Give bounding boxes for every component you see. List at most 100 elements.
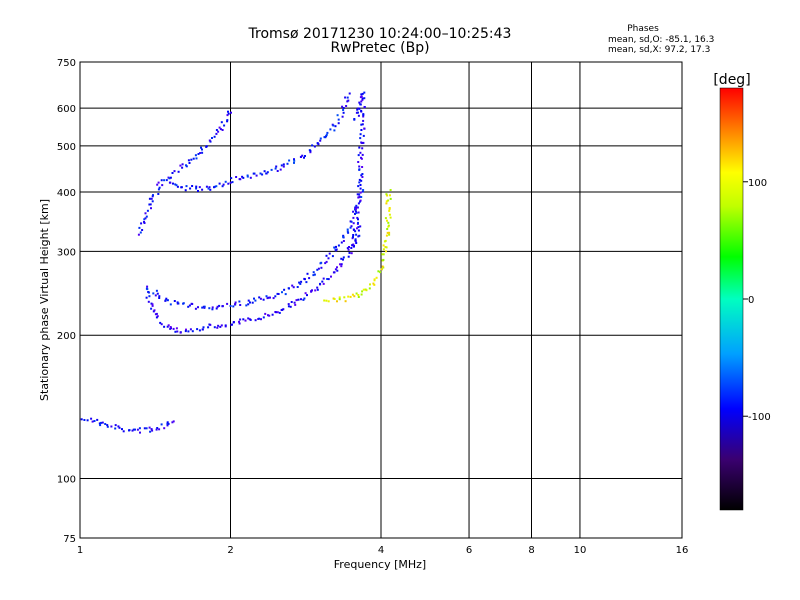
x-tick-label: 1	[77, 545, 83, 556]
echo-point	[312, 271, 315, 274]
echo-point	[323, 136, 326, 139]
echo-point	[309, 149, 312, 152]
echo-point	[288, 159, 291, 162]
echo-point	[145, 215, 148, 218]
echo-point	[83, 419, 86, 421]
echo-point	[296, 286, 299, 288]
echo-point	[146, 285, 149, 288]
echo-point	[247, 299, 250, 302]
echo-point	[181, 166, 184, 169]
echo-point	[340, 263, 343, 266]
echo-point	[164, 299, 167, 302]
echo-point	[169, 176, 172, 179]
echo-point	[347, 248, 350, 251]
echo-point	[189, 187, 192, 190]
echo-point	[345, 105, 348, 107]
echo-point	[387, 225, 390, 228]
echo-point	[170, 327, 172, 330]
echo-point	[350, 225, 353, 228]
echo-point	[292, 286, 295, 289]
echo-point	[352, 222, 355, 225]
echo-point	[211, 306, 214, 309]
echo-point	[104, 423, 107, 425]
echo-point	[213, 326, 216, 329]
echo-point	[357, 202, 360, 205]
echo-point	[149, 430, 152, 433]
echo-point	[293, 161, 295, 164]
echo-point	[385, 202, 388, 205]
echo-point	[154, 294, 157, 297]
echo-point	[320, 266, 323, 269]
echo-point	[357, 196, 360, 199]
echo-point	[169, 303, 172, 306]
echo-point	[360, 196, 363, 198]
y-tick-label: 100	[57, 475, 76, 486]
echo-point	[163, 427, 166, 430]
echo-point	[361, 153, 364, 156]
echo-point	[93, 420, 96, 422]
echo-point	[146, 209, 149, 212]
echo-point	[253, 297, 255, 300]
echo-point	[349, 295, 352, 298]
echo-point	[348, 92, 351, 95]
echo-point	[332, 124, 335, 127]
echo-point	[249, 176, 252, 179]
echo-point	[297, 298, 300, 301]
echo-point	[352, 216, 355, 219]
echo-point	[173, 170, 176, 173]
echo-point	[329, 128, 332, 131]
echo-point	[191, 185, 194, 187]
echo-point	[326, 278, 329, 280]
echo-point	[333, 298, 336, 300]
echo-point	[226, 119, 229, 122]
echo-point	[171, 421, 174, 424]
echo-point	[161, 184, 164, 187]
echo-point	[99, 424, 102, 427]
echo-point	[198, 329, 201, 332]
echo-point	[272, 297, 275, 300]
echo-point	[160, 423, 163, 426]
echo-point	[388, 233, 391, 236]
echo-point	[347, 255, 350, 258]
echo-point	[166, 421, 169, 424]
y-tick-label: 300	[57, 247, 76, 258]
echo-point	[239, 318, 242, 321]
echo-point	[312, 274, 315, 277]
echo-point	[267, 296, 270, 299]
echo-point	[302, 298, 305, 301]
echo-point	[268, 314, 271, 317]
echo-point	[346, 96, 349, 99]
echo-point	[146, 288, 149, 291]
echo-point	[316, 288, 319, 291]
echo-point	[114, 427, 117, 430]
echo-point	[352, 236, 354, 238]
echo-point	[342, 258, 344, 261]
echo-point	[368, 287, 371, 290]
echo-point	[264, 312, 267, 315]
echo-point	[304, 292, 307, 295]
echo-point	[305, 281, 308, 284]
echo-point	[265, 172, 268, 175]
echo-point	[197, 153, 200, 155]
echo-point	[310, 290, 313, 293]
echo-point	[325, 135, 328, 138]
echo-point	[351, 293, 354, 296]
echo-point	[362, 288, 365, 291]
echo-point	[357, 161, 360, 163]
echo-point	[293, 159, 296, 162]
echo-point	[340, 257, 343, 260]
echo-point	[342, 235, 345, 238]
echo-point	[249, 318, 252, 321]
echo-point	[324, 262, 327, 265]
echo-point	[147, 291, 150, 294]
echo-point	[361, 190, 364, 193]
echo-point	[122, 430, 125, 433]
echo-point	[388, 213, 391, 216]
echo-point	[227, 110, 229, 113]
echo-point	[198, 186, 201, 189]
echo-point	[354, 238, 357, 241]
echo-point	[357, 114, 360, 117]
echo-point	[155, 289, 158, 292]
echo-point	[167, 324, 170, 327]
